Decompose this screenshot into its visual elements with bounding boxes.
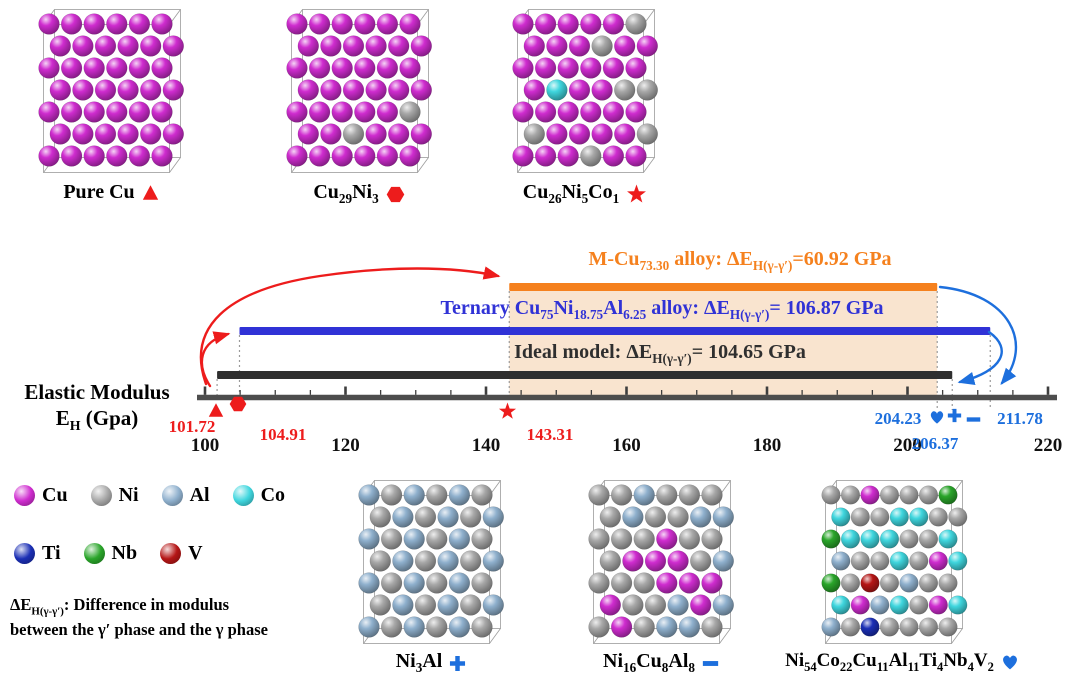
hexagon-marker-icon [386,185,405,204]
value-pure-cu: 101.72 [168,417,216,436]
legend-label-al: Al [189,484,210,506]
cu-atom-icon [14,485,35,506]
co-atom-icon [232,485,254,506]
legend-label-cu: Cu [42,484,68,506]
legend-label-nb: Nb [111,542,138,564]
legend-item-ni: Ni [90,484,139,507]
structure-label-cu29ni3: Cu29Ni3 [264,181,454,207]
legend-row-1: Cu Ni Al Co [14,484,285,507]
axis-label: Elastic Modulus EH (Gpa) [24,380,170,434]
legend-item-v: V [160,542,203,565]
structure-label-complex-alloy-text: Ni54Co22Cu11Al11Ti4Nb4V2 [785,650,994,674]
star-marker-icon [498,402,517,421]
crystal-structure-complex-alloy [821,480,968,644]
legend-item-ti: Ti [14,542,61,565]
value-cu26ni5co1: 143.31 [526,425,574,444]
value-complex-alloy: 204.23 [874,409,922,428]
al-atom-icon [161,485,183,506]
crystal-structure-ni16cu8al8 [588,480,734,644]
svg-text:120: 120 [331,435,360,456]
value-ni16cu8al8: 211.78 [997,409,1043,428]
ternary-alloy-bar-label: Ternary Cu75Ni18.75Al6.25 alloy: ΔEH(γ-γ… [440,297,884,322]
legend-label-v: V [188,542,203,564]
structure-label-ni16cu8al8: Ni16Cu8Al8 [566,650,756,676]
triangle-marker-icon [142,184,159,201]
structure-label-ni3al-text: Ni3Al [395,650,443,675]
legend-label-co: Co [260,484,286,506]
heart-marker-icon [1001,653,1019,671]
legend-item-co: Co [232,484,286,507]
hexagon-marker-icon [229,395,247,413]
delta-eh-definition-note: ΔEH(γ-γ′): Difference in modulus between … [10,595,268,639]
svg-text:140: 140 [472,435,501,456]
ti-atom-icon [14,543,35,564]
structure-label-pure-cu-text: Pure Cu [63,181,135,203]
value-cu29ni3: 104.91 [259,425,307,444]
star-marker-icon [626,184,647,205]
plus-marker-icon [449,655,466,672]
triangle-marker-icon [208,402,224,418]
atom-legend: Cu Ni Al Co Ti Nb [10,484,355,684]
heart-marker-icon [929,409,945,425]
structure-label-cu26ni5co1: Cu26Ni5Co1 [490,181,680,207]
svg-text:220: 220 [1034,435,1063,456]
mcu-alloy-bar-label: M-Cu73.30 alloy: ΔEH(γ-γ′)=60.92 GPa [588,248,892,273]
legend-label-ti: Ti [42,542,61,564]
crystal-structure-ni3al [358,480,504,644]
structure-label-ni3al: Ni3Al [336,650,526,676]
structure-label-ni16cu8al8-text: Ni16Cu8Al8 [603,650,695,675]
svg-text:100: 100 [191,435,220,456]
structure-label-cu26ni5co1-text: Cu26Ni5Co1 [522,181,620,206]
value-ni3al: 206.37 [911,434,959,453]
crystal-structure-pure-cu [38,9,184,173]
nb-atom-icon [83,543,105,564]
legend-row-2: Ti Nb V [14,542,203,565]
legend-item-al: Al [161,484,210,507]
crystal-structure-cu29ni3 [286,9,432,173]
svg-text:160: 160 [612,435,641,456]
crystal-structure-cu26ni5co1 [512,9,658,173]
minus-marker-icon [702,655,719,672]
ni-atom-icon [90,485,112,506]
minus-marker-icon [966,412,981,427]
plus-marker-icon [947,408,962,423]
legend-item-nb: Nb [83,542,138,565]
legend-item-cu: Cu [14,484,68,507]
legend-label-ni: Ni [118,484,139,506]
structure-label-pure-cu: Pure Cu [16,181,206,204]
structure-label-complex-alloy: Ni54Co22Cu11Al11Ti4Nb4V2 [752,650,1052,675]
ideal-model-bar-label: Ideal model: ΔEH(γ-γ′)= 104.65 GPa [514,341,806,366]
structure-label-cu29ni3-text: Cu29Ni3 [313,181,379,206]
v-atom-icon [160,543,182,564]
svg-text:180: 180 [753,435,782,456]
